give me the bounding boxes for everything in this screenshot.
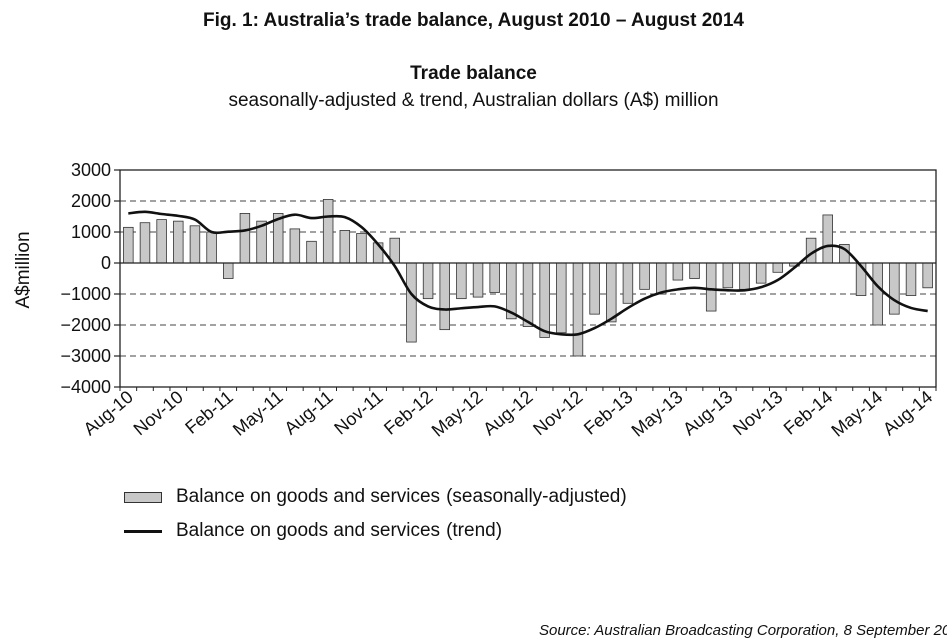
bar — [872, 262, 883, 326]
bar — [572, 262, 584, 357]
bar — [739, 262, 750, 290]
bar — [489, 262, 500, 293]
x-tick-labels: Aug-10Nov-10Feb-11May-11Aug-11Nov-11Feb-… — [80, 387, 937, 441]
legend-item-bar: Balance on goods and services (seasonall… — [124, 482, 627, 512]
bar — [639, 262, 650, 290]
bar — [306, 240, 317, 264]
bar — [556, 262, 567, 334]
x-tick-label: Nov-11 — [330, 387, 386, 439]
bar — [822, 214, 833, 264]
legend-bar-swatch — [124, 491, 162, 503]
y-tick-label: 1000 — [71, 222, 111, 242]
bar — [289, 228, 301, 264]
figure-title: Fig. 1: Australia’s trade balance, Augus… — [203, 10, 744, 31]
x-tick-label: Feb-13 — [580, 387, 637, 439]
bar — [406, 262, 417, 343]
bar — [606, 262, 617, 323]
bar — [322, 199, 334, 264]
trend-line — [128, 210, 928, 337]
y-tick-label: 2000 — [71, 191, 111, 211]
x-tick-label: Nov-13 — [729, 387, 786, 440]
x-tick-label: May-12 — [428, 387, 487, 441]
x-tick-label: Feb-11 — [181, 387, 237, 438]
bar — [755, 262, 767, 284]
x-tick-label: Feb-14 — [780, 387, 837, 439]
y-tick-label: −3000 — [60, 346, 111, 366]
bar — [672, 262, 684, 281]
bar — [922, 262, 933, 289]
bar — [722, 262, 734, 289]
grid-lines — [120, 200, 936, 357]
bar — [689, 262, 700, 279]
bar — [589, 262, 600, 315]
x-tick-label: Aug-14 — [879, 387, 936, 440]
bar — [422, 262, 434, 300]
y-tick-label: 3000 — [71, 160, 111, 180]
legend-bar-label: Balance on goods and services — [176, 486, 441, 507]
y-tick-labels: 3000 2000 1000 0 −1000 −2000 −3000 −4000 — [60, 160, 111, 397]
bar — [472, 262, 484, 298]
trade-balance-chart: 3000 2000 1000 0 −1000 −2000 −3000 −4000 Aug-10… — [13, 160, 937, 441]
legend: Balance on goods and services (seasonall… — [124, 482, 627, 550]
y-tick-label: −2000 — [60, 315, 111, 335]
y-tick-label: 0 — [101, 253, 111, 273]
bar — [206, 231, 217, 264]
bar — [889, 262, 900, 315]
bar — [173, 220, 184, 264]
y-axis-label: A$million — [13, 231, 34, 308]
x-tick-label: May-11 — [229, 387, 287, 440]
legend-item-line: Balance on goods and services (trend) — [124, 516, 627, 546]
plot-frame — [119, 169, 937, 388]
x-tick-label: Nov-12 — [529, 387, 586, 440]
bar — [522, 262, 534, 327]
y-tick-label: −1000 — [60, 284, 111, 304]
x-tick-label: Aug-11 — [280, 387, 336, 439]
legend-line-label: Balance on goods and services — [176, 520, 441, 541]
bar — [539, 262, 550, 338]
bar — [772, 262, 784, 273]
bar — [655, 262, 667, 295]
x-tick-label: Nov-10 — [130, 387, 187, 440]
legend-line-qualifier: (trend) — [446, 520, 503, 541]
chart-subtitle: seasonally-adjusted & trend, Australian … — [228, 90, 719, 111]
trend-series — [128, 210, 928, 337]
x-tick-label: Aug-12 — [479, 387, 536, 440]
bar — [239, 212, 251, 264]
bar — [905, 262, 917, 296]
legend-line-swatch — [124, 529, 162, 533]
bar — [189, 225, 201, 264]
bar — [705, 262, 717, 312]
bar — [339, 230, 351, 264]
bar — [139, 222, 151, 264]
legend-bar-qualifier: (seasonally-adjusted) — [446, 486, 627, 507]
chart-title: Trade balance — [410, 63, 537, 84]
y-tick-label: −4000 — [60, 377, 111, 397]
bar — [156, 219, 167, 264]
bar — [356, 233, 367, 264]
bar-series — [123, 199, 933, 357]
bar — [439, 262, 450, 331]
bar — [456, 262, 467, 300]
x-tick-label: May-14 — [827, 387, 886, 441]
x-tick-label: Aug-13 — [679, 387, 736, 440]
axes — [114, 169, 937, 391]
x-tick-label: May-13 — [628, 387, 687, 441]
source-note: Source: Australian Broadcasting Corporat… — [538, 622, 947, 639]
bar — [622, 262, 634, 304]
bar — [223, 262, 234, 279]
bar — [123, 226, 134, 264]
x-tick-label: Feb-12 — [380, 387, 437, 439]
